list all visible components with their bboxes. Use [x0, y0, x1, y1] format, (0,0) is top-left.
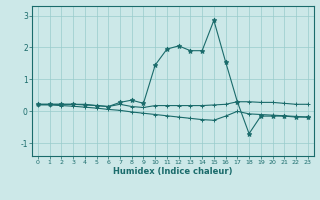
X-axis label: Humidex (Indice chaleur): Humidex (Indice chaleur)	[113, 167, 233, 176]
